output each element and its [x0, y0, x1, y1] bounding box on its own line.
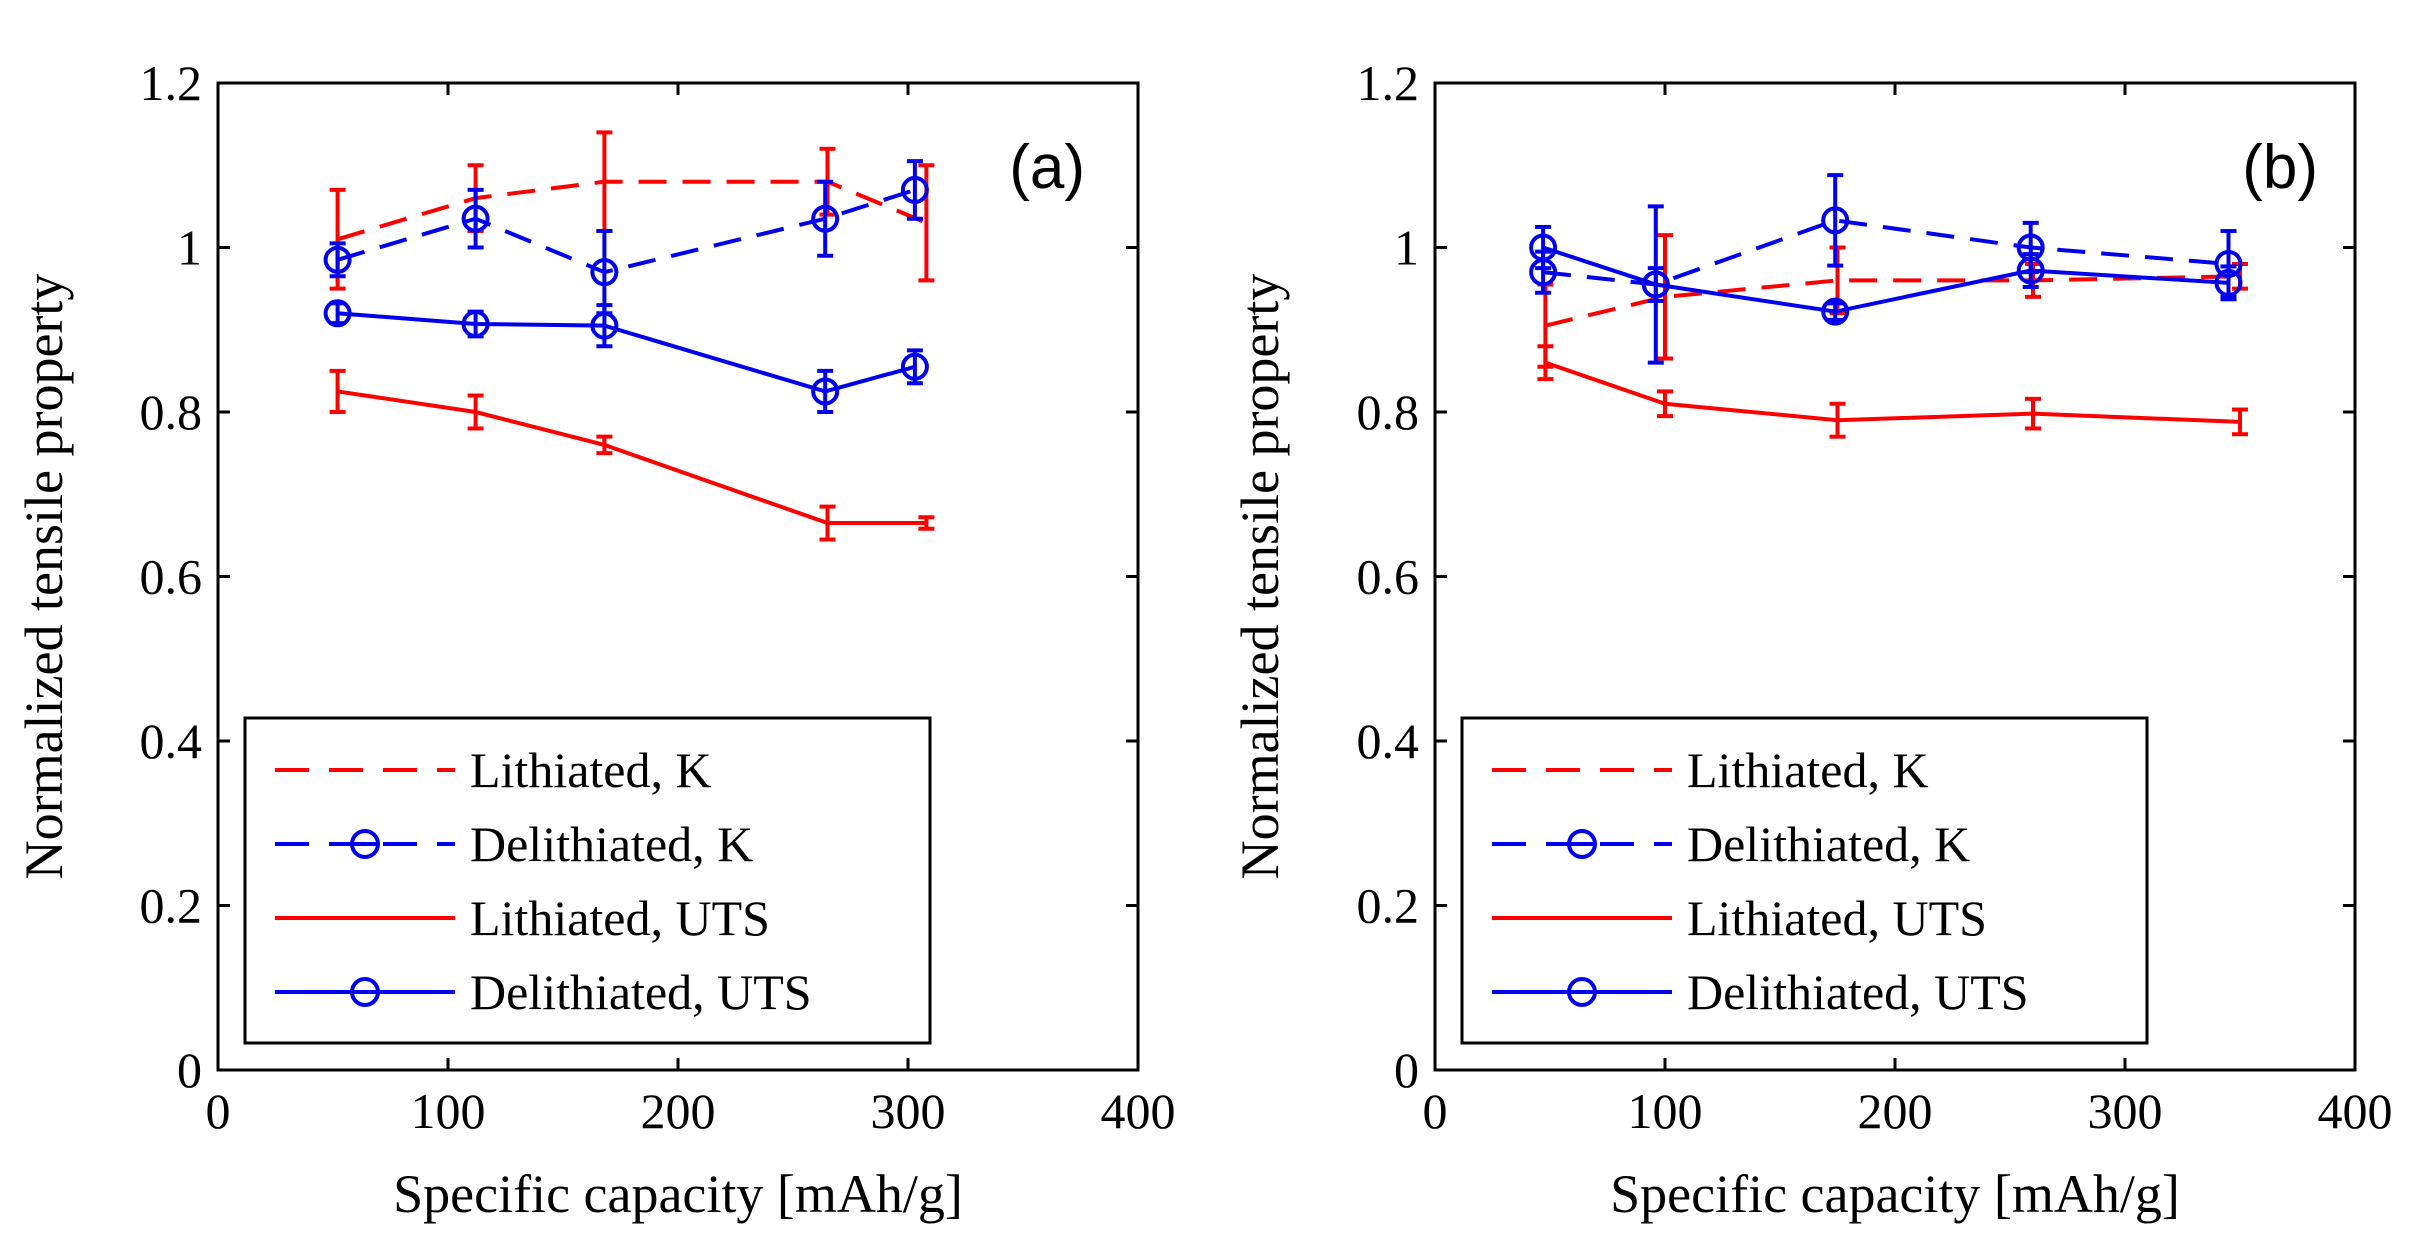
data-point-marker	[1529, 233, 1558, 262]
data-point-marker	[2214, 268, 2243, 297]
series-lithiated-uts	[1537, 344, 2248, 439]
y-tick-label: 0	[1394, 1042, 1419, 1098]
y-axis-title: Normalized tensile property	[1230, 274, 1290, 880]
chart-panel-a: 0 100 200 300 400 0 0.2 0.4 0.6 0.8 1 1.2 Specific c…	[14, 55, 1176, 1224]
series-delithiated-uts	[323, 299, 929, 414]
x-tick-label: 0	[1423, 1083, 1448, 1139]
x-tick-label: 300	[2088, 1083, 2163, 1139]
y-tick-label: 0	[177, 1042, 202, 1098]
data-point-marker	[590, 258, 619, 287]
x-tick-label: 200	[641, 1083, 716, 1139]
panel-label: (b)	[2242, 133, 2318, 202]
y-tick-label: 1	[177, 220, 202, 276]
legend-label: Lithiated, K	[1687, 742, 1929, 798]
x-tick-label: 100	[411, 1083, 486, 1139]
y-tick-label: 1	[1394, 220, 1419, 276]
chart-panel-b: 0 100 200 300 400 0 0.2 0.4 0.6 0.8 1 1.2 Specific c…	[1230, 55, 2393, 1224]
legend-label: Delithiated, UTS	[1687, 964, 2029, 1020]
x-tick-label: 100	[1628, 1083, 1703, 1139]
data-point-marker	[811, 377, 840, 406]
y-tick-label: 0.6	[1357, 549, 1420, 605]
x-axis-title: Specific capacity [mAh/g]	[393, 1164, 963, 1224]
y-tick-label: 0.8	[140, 384, 203, 440]
x-tick-label: 200	[1858, 1083, 1933, 1139]
y-tick-label: 0.4	[140, 713, 203, 769]
data-point-marker	[461, 309, 490, 338]
x-axis-title: Specific capacity [mAh/g]	[1610, 1164, 2180, 1224]
legend-label: Lithiated, UTS	[470, 890, 770, 946]
legend: Lithiated, K Delithiated, K Lithiated, UTS…	[243, 716, 932, 1045]
x-tick-label: 400	[1101, 1083, 1176, 1139]
y-tick-label: 1.2	[140, 55, 203, 111]
data-point-marker	[461, 204, 490, 233]
legend-label: Lithiated, K	[470, 742, 712, 798]
legend-label: Delithiated, K	[1687, 816, 1970, 872]
x-tick-label: 300	[871, 1083, 946, 1139]
series-delithiated-k	[323, 159, 929, 316]
data-point-marker	[1821, 206, 1850, 235]
legend-label: Delithiated, UTS	[470, 964, 812, 1020]
panel-label: (a)	[1009, 133, 1085, 202]
y-axis-title: Normalized tensile property	[14, 274, 74, 880]
y-tick-label: 0.2	[1357, 878, 1420, 934]
y-tick-label: 1.2	[1357, 55, 1420, 111]
y-tick-label: 0.8	[1357, 384, 1420, 440]
legend-label: Lithiated, UTS	[1687, 890, 1987, 946]
data-point-marker	[811, 204, 840, 233]
data-point-marker	[323, 245, 352, 274]
x-tick-label: 0	[206, 1083, 231, 1139]
legend: Lithiated, K Delithiated, K Lithiated, UTS…	[1460, 716, 2149, 1045]
data-point-marker	[1641, 270, 1670, 299]
data-point-marker	[323, 299, 352, 328]
x-tick-label: 400	[2318, 1083, 2393, 1139]
series-lithiated-uts	[329, 368, 935, 542]
series-delithiated-uts	[1529, 224, 2243, 326]
data-point-marker	[900, 175, 929, 204]
legend-label: Delithiated, K	[470, 816, 753, 872]
y-tick-label: 0.4	[1357, 713, 1420, 769]
data-point-marker	[1821, 297, 1850, 326]
data-point-marker	[900, 352, 929, 381]
data-point-marker	[2016, 256, 2045, 285]
y-tick-label: 0.6	[140, 549, 203, 605]
y-tick-label: 0.2	[140, 878, 203, 934]
data-point-marker	[590, 311, 619, 340]
